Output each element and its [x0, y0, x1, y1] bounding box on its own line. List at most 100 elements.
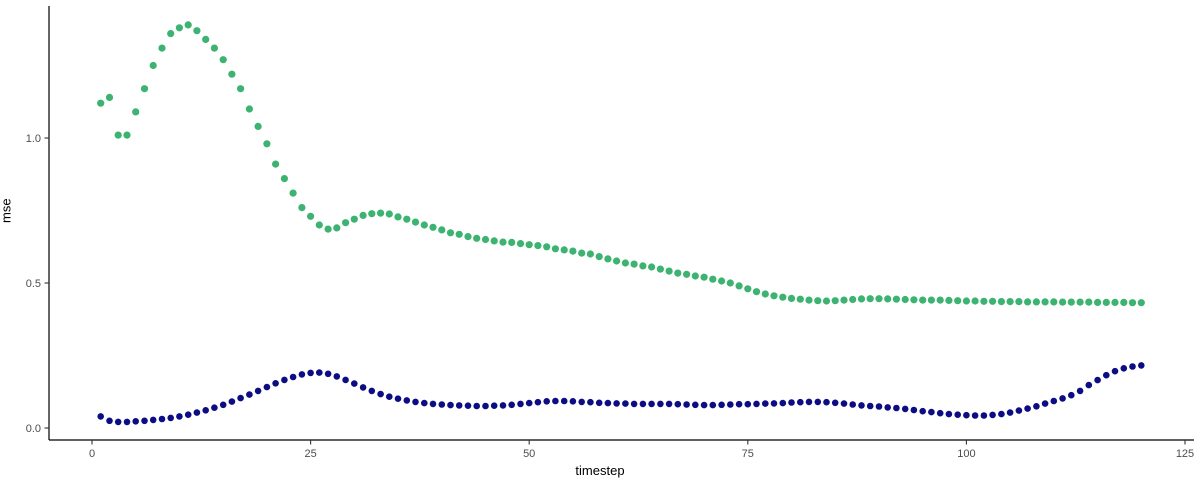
data-point-mse-high-green	[394, 213, 402, 221]
data-point-mse-low-navy	[394, 395, 402, 403]
data-point-mse-low-navy	[989, 411, 996, 419]
data-point-mse-low-navy	[219, 401, 227, 409]
data-point-mse-high-green	[342, 219, 350, 227]
data-point-mse-low-navy	[359, 384, 367, 391]
data-point-mse-low-navy	[674, 400, 682, 408]
data-point-mse-high-green	[455, 230, 463, 238]
data-point-mse-low-navy	[849, 401, 856, 408]
data-point-mse-high-green	[709, 275, 717, 283]
data-point-mse-high-green	[534, 242, 542, 250]
data-point-mse-high-green	[245, 105, 253, 113]
data-point-mse-high-green	[560, 246, 568, 254]
data-point-mse-low-navy	[307, 369, 314, 377]
data-point-mse-high-green	[228, 70, 236, 78]
data-point-mse-low-navy	[762, 400, 769, 407]
data-point-mse-low-navy	[928, 408, 935, 416]
data-point-mse-low-navy	[1024, 405, 1031, 412]
data-point-mse-low-navy	[1033, 403, 1040, 410]
data-point-mse-low-navy	[316, 369, 323, 376]
data-point-mse-low-navy	[814, 398, 822, 406]
data-point-mse-high-green	[840, 296, 848, 304]
data-point-mse-low-navy	[578, 398, 585, 406]
data-point-mse-low-navy	[744, 400, 752, 408]
data-point-mse-low-navy	[700, 401, 708, 409]
data-point-mse-low-navy	[560, 397, 568, 405]
data-point-mse-high-green	[805, 296, 813, 304]
data-point-mse-low-navy	[455, 402, 463, 409]
data-point-mse-low-navy	[569, 398, 577, 405]
data-point-mse-high-green	[945, 296, 953, 304]
data-point-mse-high-green	[499, 238, 507, 246]
data-point-mse-low-navy	[1111, 367, 1119, 375]
data-point-mse-high-green	[892, 295, 901, 303]
data-point-mse-low-navy	[237, 394, 244, 402]
data-point-mse-high-green	[508, 238, 516, 246]
data-point-mse-high-green	[595, 253, 603, 261]
data-point-mse-low-navy	[1050, 397, 1058, 405]
data-point-mse-low-navy	[333, 373, 341, 380]
data-point-mse-low-navy	[543, 398, 550, 405]
data-point-mse-high-green	[359, 211, 367, 219]
x-tick-label: 25	[304, 448, 316, 460]
data-point-mse-low-navy	[805, 398, 813, 406]
data-point-mse-high-green	[490, 237, 498, 245]
data-point-mse-high-green	[175, 24, 183, 32]
x-axis-title: timestep	[575, 463, 625, 478]
data-point-mse-high-green	[849, 295, 857, 304]
data-point-mse-high-green	[989, 297, 997, 305]
data-point-mse-low-navy	[149, 416, 157, 424]
data-point-mse-high-green	[411, 218, 420, 226]
data-point-mse-high-green	[656, 265, 665, 273]
data-point-mse-high-green	[604, 255, 612, 263]
data-point-mse-low-navy	[665, 400, 673, 408]
data-point-mse-high-green	[289, 189, 297, 197]
data-point-mse-high-green	[613, 257, 621, 265]
data-point-mse-high-green	[752, 288, 761, 296]
data-point-mse-low-navy	[534, 398, 542, 406]
data-point-mse-high-green	[884, 295, 892, 303]
data-point-mse-high-green	[997, 298, 1006, 306]
data-point-mse-low-navy	[552, 397, 559, 405]
data-point-mse-low-navy	[263, 383, 271, 391]
data-point-mse-low-navy	[272, 380, 279, 387]
data-point-mse-low-navy	[403, 397, 411, 404]
data-point-mse-low-navy	[875, 403, 883, 410]
data-point-mse-low-navy	[184, 411, 192, 419]
data-point-mse-low-navy	[473, 402, 481, 410]
data-point-mse-low-navy	[622, 400, 629, 407]
data-point-mse-low-navy	[797, 398, 804, 406]
data-point-mse-low-navy	[386, 393, 393, 401]
data-point-mse-low-navy	[587, 398, 594, 406]
data-point-mse-low-navy	[980, 412, 988, 419]
data-point-mse-low-navy	[482, 402, 489, 410]
data-point-mse-low-navy	[499, 402, 507, 409]
data-point-mse-high-green	[1111, 298, 1119, 306]
data-point-mse-low-navy	[718, 401, 725, 409]
data-point-mse-low-navy	[639, 400, 647, 408]
data-point-mse-high-green	[779, 293, 787, 301]
data-point-mse-high-green	[980, 297, 988, 305]
data-point-mse-low-navy	[167, 414, 174, 422]
data-point-mse-low-navy	[281, 376, 288, 384]
data-point-mse-low-navy	[692, 401, 699, 409]
data-point-mse-high-green	[438, 226, 446, 234]
data-point-mse-low-navy	[517, 400, 524, 408]
data-point-mse-high-green	[648, 263, 656, 271]
data-point-mse-high-green	[674, 269, 682, 277]
data-point-mse-low-navy	[298, 371, 306, 378]
data-point-mse-low-navy	[1076, 387, 1084, 395]
data-point-mse-high-green	[1076, 298, 1084, 306]
data-point-mse-low-navy	[525, 399, 533, 407]
data-point-mse-low-navy	[377, 390, 384, 398]
data-point-mse-high-green	[464, 233, 472, 241]
data-point-mse-high-green	[403, 215, 411, 223]
y-tick-label: 0.0	[26, 423, 41, 435]
data-point-mse-high-green	[735, 282, 743, 290]
data-point-mse-high-green	[1006, 298, 1014, 306]
data-point-mse-high-green	[237, 85, 245, 93]
data-point-mse-high-green	[691, 272, 699, 280]
data-point-mse-low-navy	[438, 401, 446, 408]
data-point-mse-low-navy	[595, 399, 603, 407]
data-point-mse-high-green	[525, 241, 533, 249]
